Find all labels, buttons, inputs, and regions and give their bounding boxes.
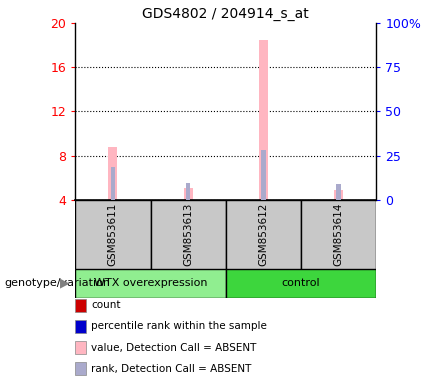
Bar bbox=[259, 40, 268, 200]
Text: WTX overexpression: WTX overexpression bbox=[94, 278, 207, 288]
Text: percentile rank within the sample: percentile rank within the sample bbox=[91, 321, 267, 331]
Text: GSM853611: GSM853611 bbox=[108, 202, 118, 266]
Bar bbox=[111, 167, 115, 200]
Text: GSM853614: GSM853614 bbox=[334, 202, 344, 266]
Text: control: control bbox=[282, 278, 320, 288]
Text: value, Detection Call = ABSENT: value, Detection Call = ABSENT bbox=[91, 343, 257, 353]
Bar bbox=[150, 200, 226, 269]
Bar bbox=[108, 147, 117, 200]
Text: rank, Detection Call = ABSENT: rank, Detection Call = ABSENT bbox=[91, 364, 252, 374]
Text: ▶: ▶ bbox=[60, 277, 69, 290]
Text: GSM853613: GSM853613 bbox=[183, 202, 193, 266]
Bar bbox=[334, 190, 343, 200]
Bar bbox=[301, 200, 376, 269]
Bar bbox=[226, 200, 301, 269]
Bar bbox=[261, 150, 266, 200]
Text: count: count bbox=[91, 300, 121, 310]
Bar bbox=[75, 269, 226, 298]
Text: GSM853612: GSM853612 bbox=[258, 202, 268, 266]
Title: GDS4802 / 204914_s_at: GDS4802 / 204914_s_at bbox=[142, 7, 309, 21]
Bar bbox=[75, 200, 150, 269]
Text: genotype/variation: genotype/variation bbox=[4, 278, 111, 288]
Bar bbox=[226, 269, 376, 298]
Bar bbox=[186, 183, 190, 200]
Bar bbox=[336, 184, 341, 200]
Bar bbox=[184, 188, 193, 200]
